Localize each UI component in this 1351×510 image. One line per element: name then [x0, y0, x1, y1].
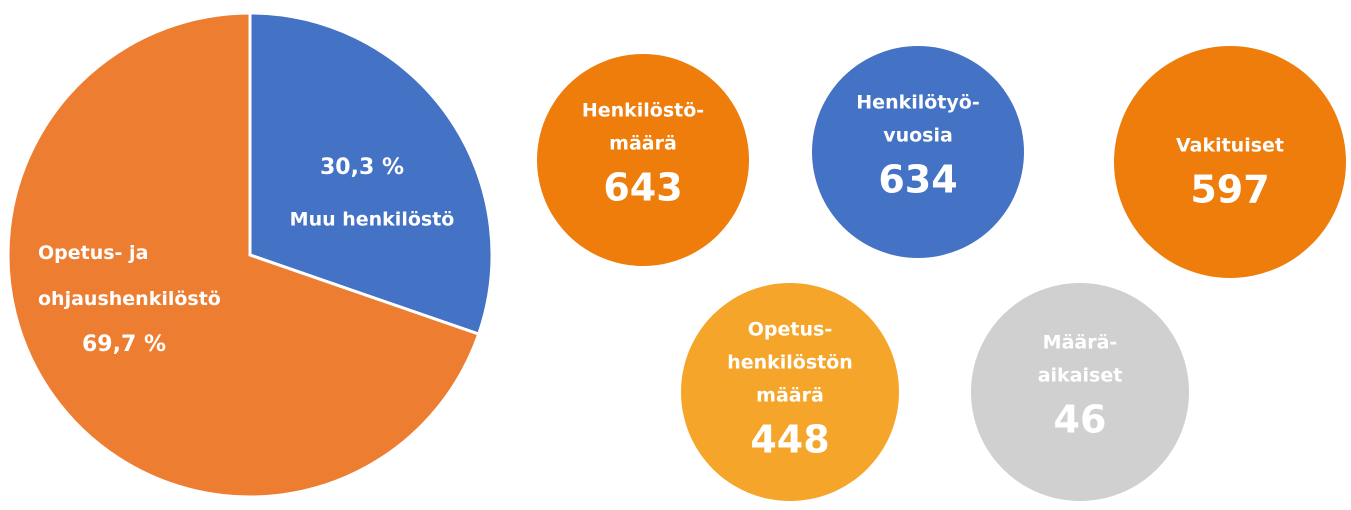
stat-label: vuosia [883, 125, 953, 147]
slice-value-label: 69,7 % [82, 332, 166, 357]
stat-label: määrä [609, 133, 677, 155]
stat-bubble [537, 54, 749, 266]
stat-label: Opetus- [748, 319, 832, 341]
stat-bubble [1114, 46, 1346, 278]
stat-label: Henkilötyö- [856, 92, 979, 114]
pie-slice [6, 11, 481, 499]
stat-label: Vakituiset [1176, 135, 1284, 157]
stat-bubble [812, 46, 1024, 258]
stat-label: aikaiset [1038, 365, 1123, 387]
stat-value: 448 [750, 418, 829, 462]
slice-value-label: 30,3 % [320, 155, 404, 180]
stat-label: henkilöstön [727, 352, 853, 374]
stat-value: 46 [1054, 398, 1107, 442]
slice-name-label: Opetus- ja ohjaushenkilöstö [38, 242, 221, 310]
pie-slice [248, 11, 494, 337]
stat-label: määrä [756, 385, 824, 407]
stat-label: Määrä- [1043, 332, 1118, 354]
stat-bubble [971, 283, 1189, 501]
stat-value: 597 [1190, 168, 1269, 212]
stat-value: 643 [603, 166, 682, 210]
slice-name-label: Muu henkilöstö [290, 209, 455, 231]
stat-value: 634 [878, 158, 957, 202]
stat-bubble [681, 283, 899, 501]
stat-label: Henkilöstö- [582, 100, 704, 122]
